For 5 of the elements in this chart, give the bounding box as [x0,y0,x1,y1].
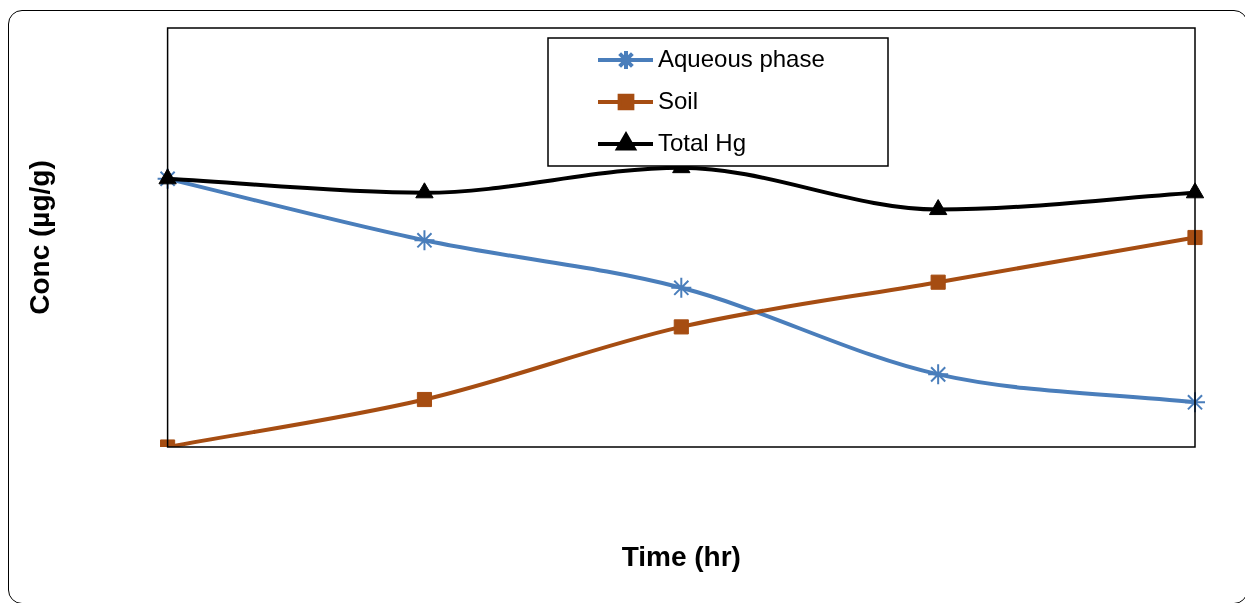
y-axis-title: Conc (µg/g) [23,160,55,315]
x-axis-title: Time (hr) [621,540,741,572]
legend-label: Total Hg [658,128,747,156]
legend-label: Soil [658,86,699,114]
legend-label: Aqueous phase [658,44,825,72]
